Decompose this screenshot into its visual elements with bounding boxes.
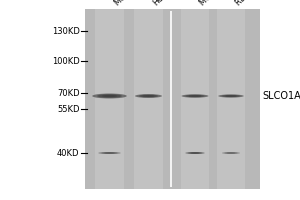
Bar [134, 9, 163, 189]
Text: 100KD: 100KD [52, 56, 80, 66]
Text: SLCO1A2: SLCO1A2 [262, 91, 300, 101]
Ellipse shape [218, 94, 244, 98]
Ellipse shape [188, 152, 202, 154]
Text: Rat brain: Rat brain [234, 0, 266, 7]
Ellipse shape [102, 95, 117, 97]
Ellipse shape [222, 152, 240, 154]
Bar [181, 9, 209, 189]
Bar [217, 9, 245, 189]
Ellipse shape [97, 94, 122, 98]
Ellipse shape [139, 95, 158, 97]
Text: Mouse brain: Mouse brain [198, 0, 239, 7]
Text: 70KD: 70KD [57, 88, 80, 98]
Ellipse shape [135, 94, 162, 98]
Text: 130KD: 130KD [52, 26, 80, 36]
Ellipse shape [92, 94, 127, 98]
Ellipse shape [189, 95, 201, 97]
Ellipse shape [185, 152, 205, 154]
Text: 55KD: 55KD [57, 104, 80, 114]
Ellipse shape [101, 152, 118, 154]
Ellipse shape [142, 95, 154, 97]
Text: MCF7: MCF7 [112, 0, 134, 7]
Text: HeLa: HeLa [152, 0, 172, 7]
Bar [85, 9, 260, 189]
Ellipse shape [222, 95, 240, 97]
Ellipse shape [225, 95, 237, 97]
Text: 40KD: 40KD [57, 148, 80, 158]
Ellipse shape [185, 95, 205, 97]
Ellipse shape [182, 94, 208, 98]
Ellipse shape [98, 152, 121, 154]
Bar [95, 9, 124, 189]
